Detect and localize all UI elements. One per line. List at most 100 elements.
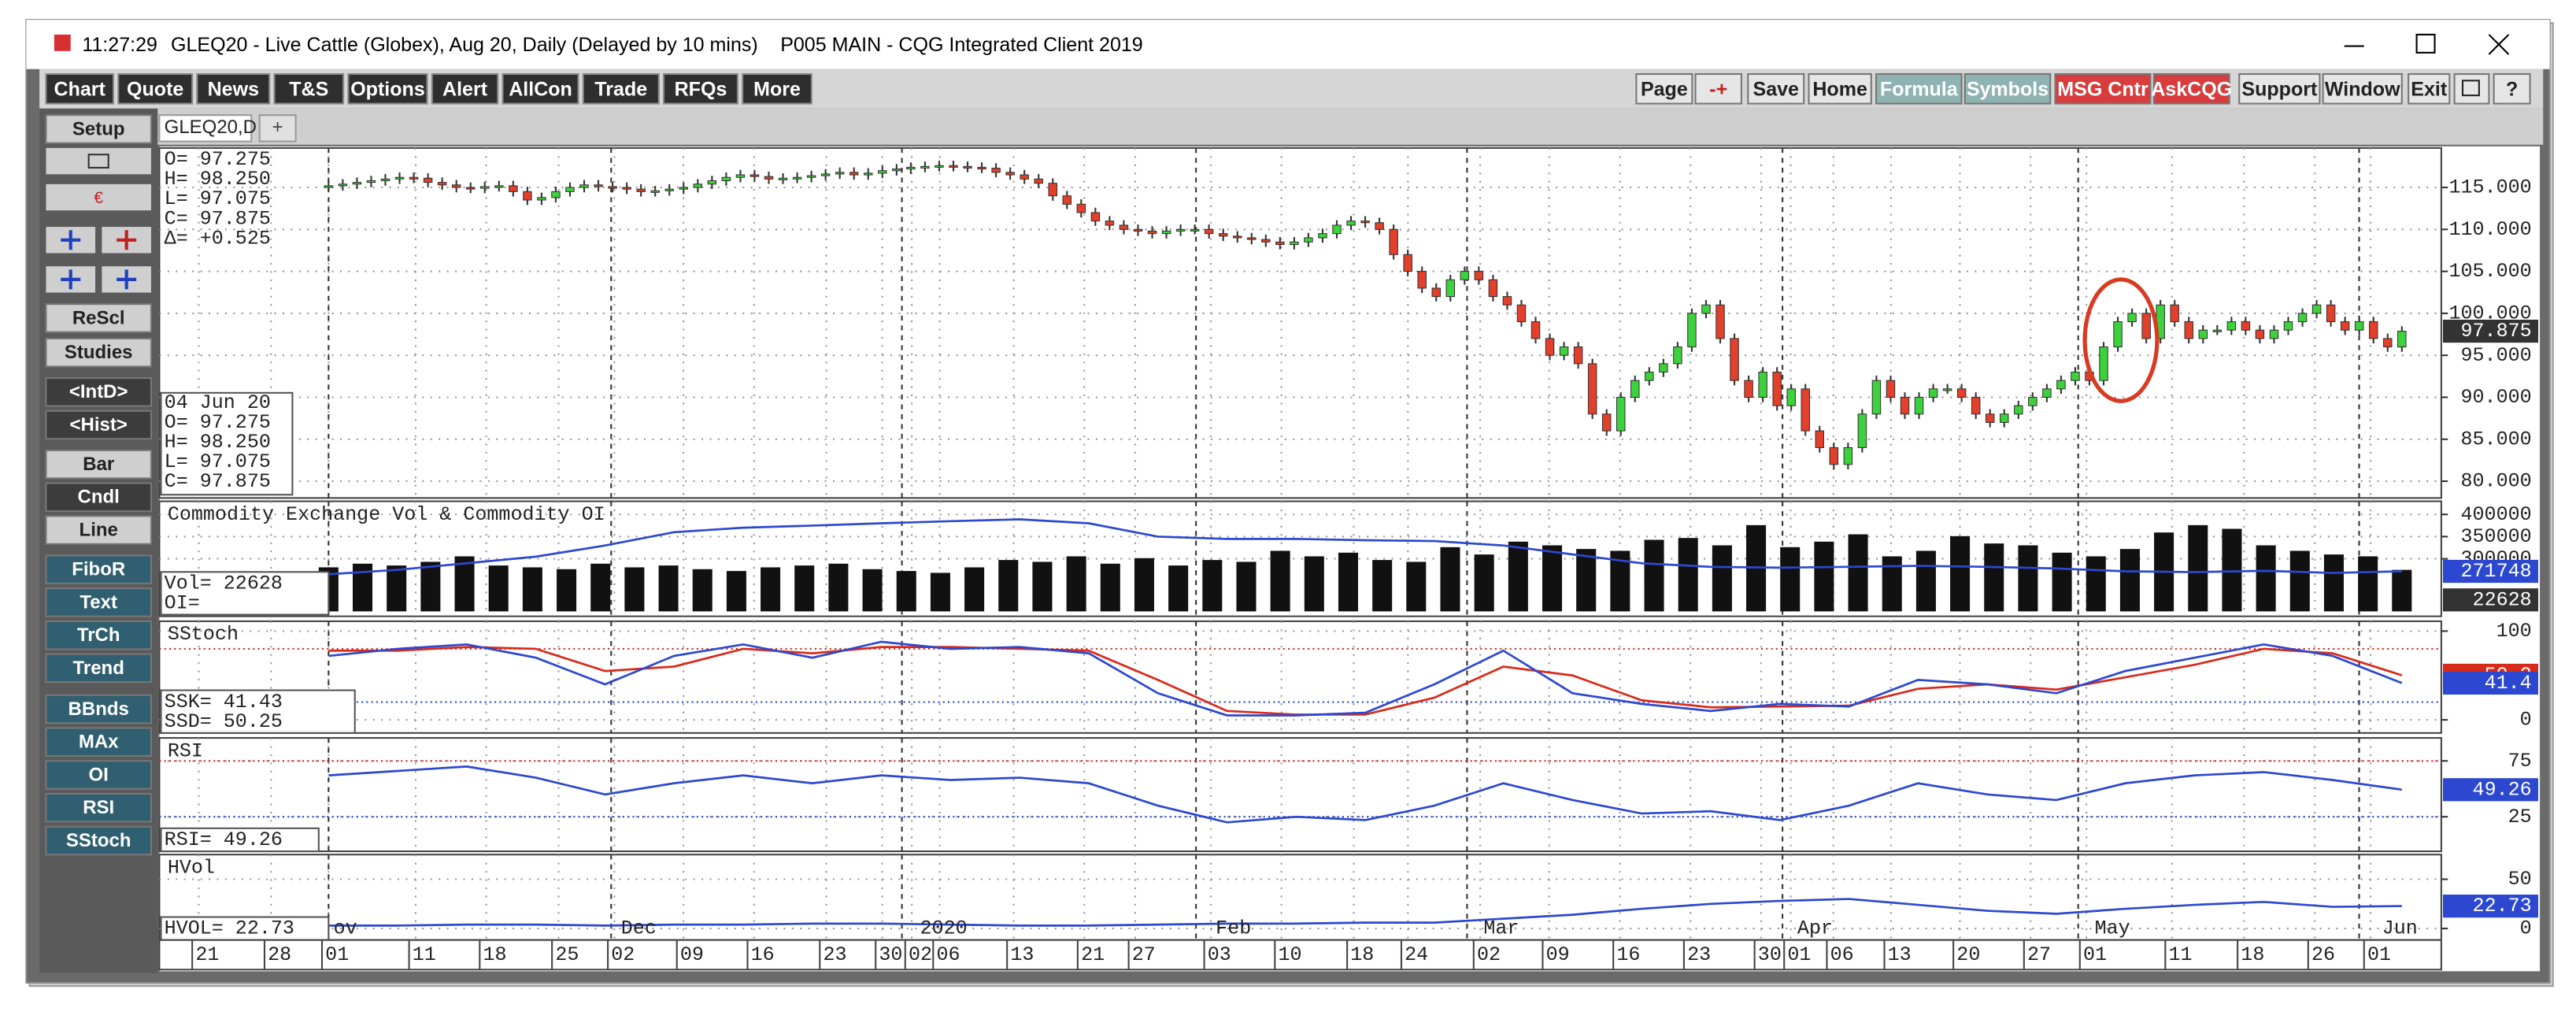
sidebar-button[interactable] [45, 554, 153, 584]
volume-bar [1848, 534, 1868, 612]
toolbar-button-label: Alert [442, 78, 488, 100]
candle [324, 185, 334, 188]
toolbar-button[interactable] [196, 72, 271, 105]
toolbar-button[interactable] [1808, 72, 1872, 105]
sidebar-button-label: BBnds [68, 698, 129, 720]
print-button[interactable] [46, 147, 151, 175]
candle [1645, 371, 1654, 381]
volume-bar [2086, 556, 2106, 612]
volume-bar [1168, 565, 1189, 612]
date-label: 30 [1758, 943, 1782, 966]
volume-bar [1338, 552, 1359, 612]
candle [1985, 413, 1995, 423]
sidebar-button-label: Setup [72, 118, 125, 139]
toolbar-button[interactable] [45, 72, 115, 105]
panel-title: Commodity Exchange Vol & Commodity OI [168, 503, 605, 526]
volume-bar [862, 569, 883, 612]
sidebar-button-label: <Hist> [70, 414, 128, 435]
candle [551, 191, 561, 198]
volume-bar [1066, 556, 1086, 612]
sidebar-button[interactable] [45, 792, 153, 823]
toolbar-button[interactable] [2493, 72, 2531, 105]
toolbar-button[interactable] [2238, 72, 2321, 105]
candle [494, 185, 504, 188]
toolbar-button[interactable] [1963, 72, 2052, 105]
toolbar-button[interactable] [502, 72, 579, 105]
tab[interactable] [158, 114, 253, 143]
date-label: 18 [2241, 943, 2264, 966]
volume-bar [1236, 561, 1257, 612]
volume-bar [1644, 539, 1664, 612]
sidebar-button[interactable] [45, 760, 153, 790]
toolbar-button-label: Quote [127, 78, 183, 100]
candle [764, 176, 774, 180]
toolbar-button[interactable] [2322, 72, 2403, 105]
candle [991, 167, 1001, 173]
sidebar-button[interactable] [45, 337, 153, 368]
sidebar-button[interactable] [45, 620, 153, 650]
candle [1375, 222, 1384, 230]
toolbar-button[interactable] [1875, 72, 1963, 105]
sidebar-button-label: Trend [73, 658, 124, 679]
toolbar-button[interactable] [1694, 72, 1742, 105]
readout-line: SSD= 50.25 [165, 710, 283, 733]
volume-bar [1814, 541, 1834, 612]
toolbar-button[interactable] [1747, 72, 1805, 105]
toolbar-button[interactable] [2152, 72, 2230, 105]
candle [1971, 396, 1981, 415]
candle [1190, 228, 1200, 232]
candle [409, 176, 419, 180]
sidebar-button[interactable] [45, 653, 153, 684]
candle [1090, 212, 1101, 222]
toolbar-button[interactable] [742, 72, 812, 105]
sidebar-button[interactable] [45, 114, 153, 144]
candle [820, 173, 831, 176]
toolbar-button[interactable] [582, 72, 660, 105]
candle [2255, 329, 2265, 339]
sidebar-button[interactable] [45, 825, 153, 856]
toolbar-button[interactable] [431, 72, 499, 105]
toolbar-button[interactable] [662, 72, 738, 105]
candle [523, 191, 532, 201]
sidebar-button[interactable] [45, 694, 153, 724]
candle [1857, 413, 1867, 448]
erase-button[interactable] [46, 183, 151, 211]
date-label: 03 [1208, 943, 1231, 966]
candle [1630, 380, 1640, 398]
month-label: 2020 [920, 917, 968, 940]
candle [1076, 203, 1086, 213]
sidebar-button[interactable] [45, 449, 153, 480]
close[interactable] [2488, 34, 2510, 55]
sidebar-button[interactable] [45, 727, 153, 758]
candle [2297, 313, 2308, 323]
window-button[interactable] [2453, 72, 2490, 105]
toolbar-button[interactable] [347, 72, 428, 105]
y-tick-label: 110.000 [2449, 218, 2532, 241]
toolbar-button[interactable] [2054, 72, 2152, 105]
date-label: 06 [1830, 943, 1854, 966]
candle [835, 172, 845, 175]
candle [1928, 388, 1938, 398]
toolbar-button[interactable] [273, 72, 345, 105]
candle [864, 172, 873, 176]
sidebar-button[interactable] [45, 409, 153, 440]
maximize[interactable] [2415, 33, 2436, 54]
sidebar-button[interactable] [45, 482, 153, 513]
toolbar-button[interactable] [117, 72, 194, 105]
oi-line [328, 518, 2402, 576]
candle [1048, 183, 1057, 197]
price-axis-area [2441, 146, 2541, 972]
value-box [2442, 588, 2539, 612]
ssk-line [328, 640, 2403, 717]
sidebar-button[interactable] [45, 303, 153, 333]
sidebar-button[interactable] [45, 515, 153, 545]
candle [949, 165, 958, 168]
toolbar-button[interactable] [1635, 72, 1693, 105]
candle [1516, 304, 1527, 323]
sidebar-button[interactable] [45, 587, 153, 617]
sidebar-button[interactable] [45, 377, 153, 407]
candle [380, 178, 390, 182]
toolbar-button[interactable] [2408, 72, 2451, 105]
tab[interactable] [258, 114, 297, 143]
tab-strip [157, 108, 2544, 145]
